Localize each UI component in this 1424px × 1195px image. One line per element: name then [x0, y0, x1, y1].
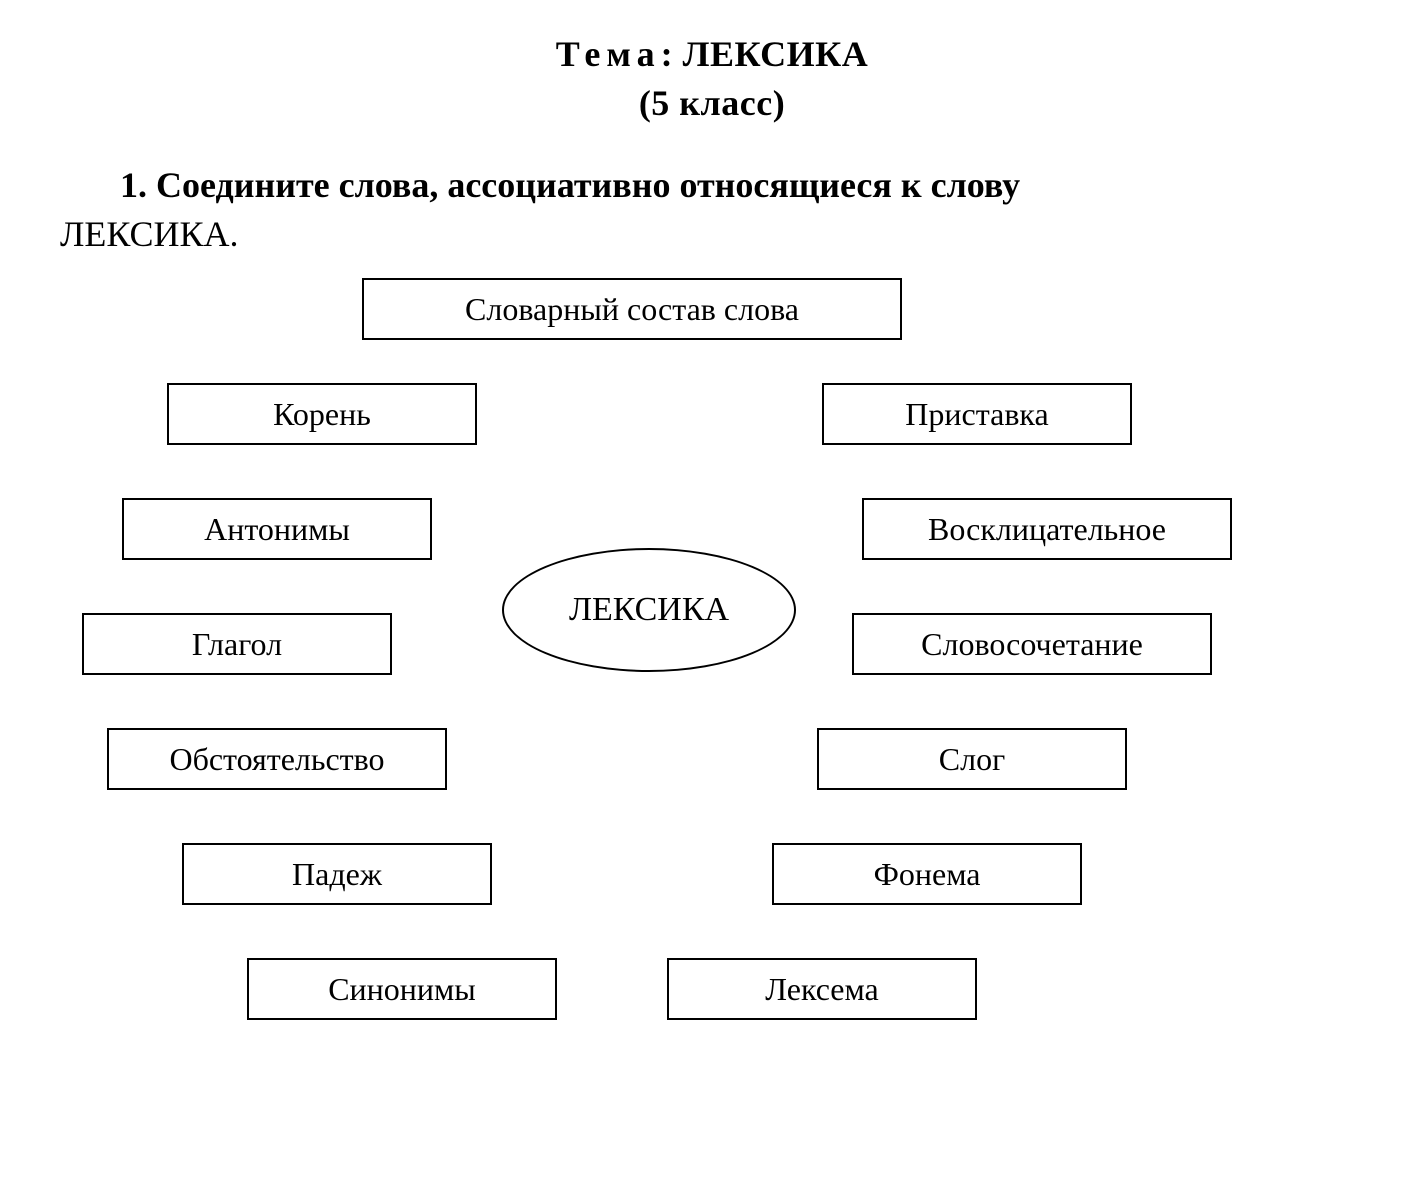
center-node: ЛЕКСИКА — [502, 548, 796, 672]
concept-node-l5: Падеж — [182, 843, 492, 905]
title-subtitle: (5 класс) — [60, 79, 1364, 128]
task-tail: ЛЕКСИКА. — [60, 214, 239, 254]
concept-node-r2: Восклицательное — [862, 498, 1232, 560]
concept-node-top: Словарный состав слова — [362, 278, 902, 340]
worksheet-page: Тема: ЛЕКСИКА (5 класс) 1. Соедините сло… — [0, 0, 1424, 1195]
concept-node-l2: Антонимы — [122, 498, 432, 560]
concept-node-r6: Лексема — [667, 958, 977, 1020]
concept-node-l1: Корень — [167, 383, 477, 445]
concept-node-r5: Фонема — [772, 843, 1082, 905]
title-line-1: Тема: ЛЕКСИКА — [60, 30, 1364, 79]
concept-node-l3: Глагол — [82, 613, 392, 675]
concept-node-l6: Синонимы — [247, 958, 557, 1020]
concept-diagram: ЛЕКСИКА Словарный состав слова Корень Анто… — [62, 268, 1362, 1098]
title-prefix-tail: : — [661, 34, 683, 74]
title-prefix: Тема — [556, 34, 661, 74]
task-text: 1. Соедините слова, ассоциативно относящ… — [60, 161, 1364, 258]
concept-node-r4: Слог — [817, 728, 1127, 790]
task-bold: 1. Соедините слова, ассоциативно относящ… — [120, 165, 1020, 205]
concept-node-r3: Словосочетание — [852, 613, 1212, 675]
title-topic: ЛЕКСИКА — [683, 34, 869, 74]
title-block: Тема: ЛЕКСИКА (5 класс) — [60, 30, 1364, 127]
concept-node-l4: Обстоятельство — [107, 728, 447, 790]
concept-node-r1: Приставка — [822, 383, 1132, 445]
